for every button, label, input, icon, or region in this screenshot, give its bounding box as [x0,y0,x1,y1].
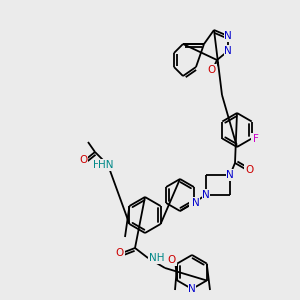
Text: N: N [224,46,232,56]
Text: O: O [79,155,87,165]
Text: O: O [79,155,87,165]
Text: O: O [168,255,176,265]
Text: O: O [116,248,124,258]
Text: F: F [252,134,258,143]
Text: N: N [188,284,196,294]
Text: NH: NH [150,253,166,263]
Text: O: O [245,165,253,175]
Text: N: N [190,198,198,208]
Text: N: N [224,46,232,56]
Text: N: N [188,284,196,294]
Text: N: N [192,198,200,208]
Text: HN: HN [92,160,108,170]
Text: HN: HN [98,160,114,170]
Text: NH: NH [149,253,164,263]
Text: O: O [168,255,176,265]
Text: O: O [116,248,124,258]
Text: O: O [208,65,216,75]
Text: F: F [253,134,259,143]
Text: O: O [245,165,253,175]
Text: O: O [208,66,216,76]
Text: N: N [224,31,232,41]
Text: N: N [224,31,232,41]
Text: N: N [226,170,234,180]
Text: N: N [202,190,210,200]
Text: N: N [226,170,234,180]
Text: N: N [202,190,210,200]
